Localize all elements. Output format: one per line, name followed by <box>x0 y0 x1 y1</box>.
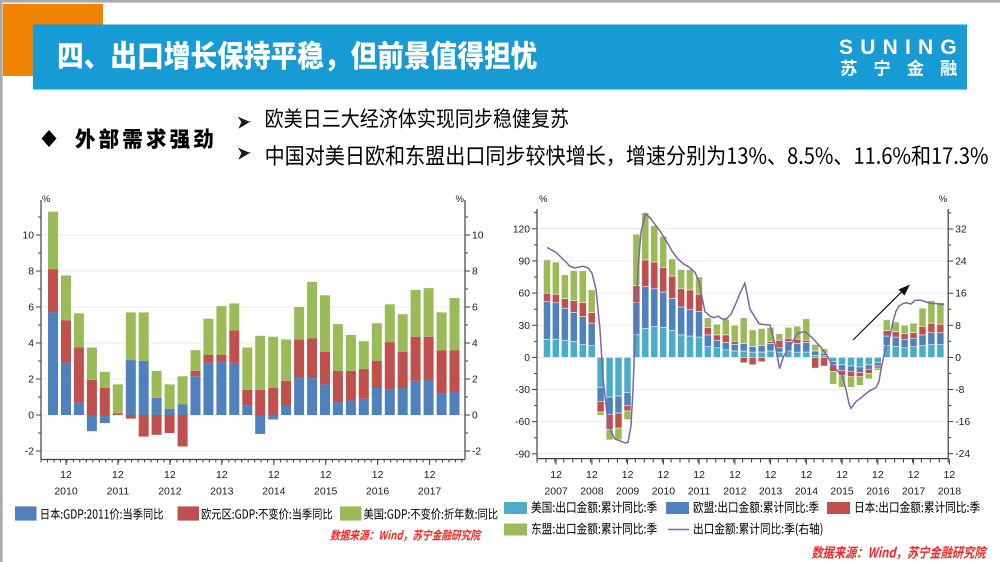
svg-text:12: 12 <box>622 469 634 481</box>
svg-text:10: 10 <box>23 231 35 242</box>
svg-text:2015: 2015 <box>830 486 854 498</box>
svg-text:%: % <box>456 194 465 205</box>
svg-text:SUNING: SUNING <box>839 36 964 59</box>
svg-text:12: 12 <box>586 469 598 481</box>
svg-text:12: 12 <box>372 469 384 481</box>
svg-text:32: 32 <box>955 225 967 236</box>
svg-text:2016: 2016 <box>366 486 390 498</box>
svg-text:2017: 2017 <box>418 486 442 498</box>
svg-text:2007: 2007 <box>544 486 568 498</box>
svg-text:2012: 2012 <box>158 486 182 498</box>
svg-text:%: % <box>42 194 51 205</box>
svg-text:12: 12 <box>872 469 884 481</box>
svg-text:0: 0 <box>955 353 961 364</box>
svg-text:4: 4 <box>472 339 478 350</box>
svg-text:8: 8 <box>472 267 478 278</box>
svg-text:2014: 2014 <box>262 486 286 498</box>
svg-text:12: 12 <box>424 469 436 481</box>
svg-text:12: 12 <box>112 469 124 481</box>
svg-text:8: 8 <box>955 321 961 332</box>
svg-text:4: 4 <box>28 339 34 350</box>
svg-text:2013: 2013 <box>210 486 234 498</box>
svg-text:2015: 2015 <box>314 486 338 498</box>
svg-text:12: 12 <box>60 469 72 481</box>
svg-text:12: 12 <box>268 469 280 481</box>
svg-text:-90: -90 <box>515 449 530 460</box>
svg-text:-2: -2 <box>25 447 34 458</box>
svg-text:6: 6 <box>28 303 34 314</box>
svg-text:%: % <box>939 194 948 205</box>
svg-text:10: 10 <box>472 231 484 242</box>
svg-text:12: 12 <box>801 469 813 481</box>
svg-text:2: 2 <box>472 375 478 386</box>
svg-text:12: 12 <box>944 469 956 481</box>
svg-text:12: 12 <box>320 469 332 481</box>
svg-text:6: 6 <box>472 303 478 314</box>
svg-text:12: 12 <box>765 469 777 481</box>
svg-text:2011: 2011 <box>688 486 711 498</box>
svg-text:24: 24 <box>955 257 967 268</box>
svg-text:2014: 2014 <box>795 486 819 498</box>
svg-text:0: 0 <box>524 353 530 364</box>
svg-text:2012: 2012 <box>723 486 747 498</box>
svg-text:12: 12 <box>658 469 670 481</box>
svg-text:0: 0 <box>28 411 34 422</box>
svg-text:2010: 2010 <box>54 486 78 498</box>
svg-text:2: 2 <box>28 375 34 386</box>
svg-text:60: 60 <box>519 289 531 300</box>
svg-text:%: % <box>539 194 548 205</box>
svg-text:16: 16 <box>955 289 967 300</box>
svg-text:2018: 2018 <box>938 486 962 498</box>
svg-text:2010: 2010 <box>652 486 676 498</box>
svg-text:2009: 2009 <box>616 486 640 498</box>
svg-text:-8: -8 <box>955 385 964 396</box>
svg-text:-2: -2 <box>472 447 481 458</box>
svg-text:12: 12 <box>836 469 848 481</box>
svg-text:-60: -60 <box>515 417 530 428</box>
svg-text:2016: 2016 <box>866 486 890 498</box>
svg-text:-16: -16 <box>955 417 970 428</box>
svg-text:30: 30 <box>519 321 531 332</box>
svg-text:0: 0 <box>472 411 478 422</box>
svg-text:2008: 2008 <box>580 486 604 498</box>
svg-text:-24: -24 <box>955 449 970 460</box>
svg-text:12: 12 <box>729 469 741 481</box>
svg-text:8: 8 <box>28 267 34 278</box>
svg-text:90: 90 <box>519 256 531 267</box>
svg-text:2011: 2011 <box>107 486 130 498</box>
svg-text:120: 120 <box>513 224 530 235</box>
svg-text:12: 12 <box>164 469 176 481</box>
svg-text:12: 12 <box>550 469 562 481</box>
svg-text:12: 12 <box>693 469 705 481</box>
svg-text:-30: -30 <box>515 385 530 396</box>
svg-text:12: 12 <box>216 469 228 481</box>
svg-text:2017: 2017 <box>902 486 926 498</box>
svg-text:12: 12 <box>908 469 920 481</box>
svg-text:2013: 2013 <box>759 486 783 498</box>
